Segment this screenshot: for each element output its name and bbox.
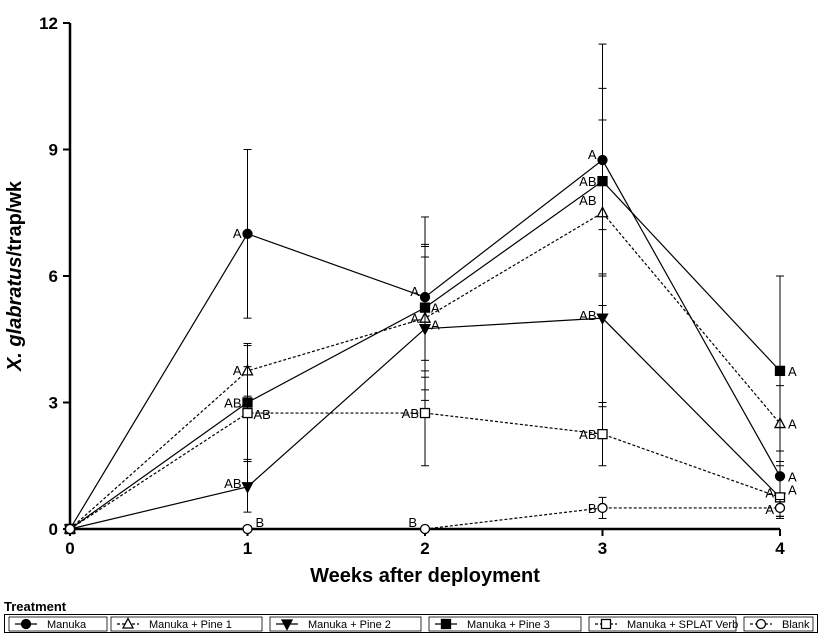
legend-swatch-marker xyxy=(20,618,32,630)
y-tick-label-3: 9 xyxy=(49,141,58,160)
data-point xyxy=(774,502,786,514)
data-point xyxy=(242,523,253,535)
data-point xyxy=(241,482,254,494)
significance-label: A xyxy=(410,311,419,326)
legend-item-box xyxy=(269,616,422,632)
significance-label: B xyxy=(408,515,417,530)
x-tick-label-3: 3 xyxy=(598,539,607,558)
significance-label: A xyxy=(588,147,597,162)
legend-label: Manuka + SPLAT Verb xyxy=(627,619,738,631)
legend-label: Manuka + Pine 2 xyxy=(308,619,391,631)
data-point xyxy=(597,175,608,187)
significance-label: AB xyxy=(224,476,241,491)
x-tick-label-2: 2 xyxy=(420,539,429,558)
series-line-4 xyxy=(69,412,781,530)
significance-label: A xyxy=(788,469,797,484)
data-point xyxy=(419,302,431,313)
legend-item-box xyxy=(428,616,582,632)
legend-swatch-marker xyxy=(600,618,612,630)
legend: Manuka Manuka + Pine 1 Manuka + Pine 2 Manu… xyxy=(4,614,818,633)
x-tick-label-1: 1 xyxy=(243,539,252,558)
legend-item-box xyxy=(743,616,814,632)
significance-label: A xyxy=(765,502,774,517)
y-tick-label-1: 3 xyxy=(49,394,58,413)
legend-item-box xyxy=(8,616,108,632)
data-point xyxy=(597,502,608,514)
legend-item-0: Manuka xyxy=(8,616,108,632)
significance-label: AB xyxy=(579,308,596,323)
series-5: B BB A xyxy=(64,496,786,535)
significance-label: B xyxy=(256,515,265,530)
x-tick-label-0: 0 xyxy=(65,539,74,558)
legend-label: Manuka xyxy=(47,619,87,631)
y-axis-title-unit: /trap/wk xyxy=(4,180,26,256)
legend-items: Manuka Manuka + Pine 1 Manuka + Pine 2 Manu… xyxy=(8,616,814,632)
significance-label: A xyxy=(788,417,797,432)
x-axis-title: Weeks after deployment xyxy=(310,565,540,587)
legend-swatch-marker xyxy=(280,619,294,631)
legend-item-1: Manuka + Pine 1 xyxy=(110,616,263,632)
legend-label: Manuka + Pine 3 xyxy=(467,619,550,631)
y-tick-label-4: 12 xyxy=(39,14,58,33)
significance-label: AB xyxy=(254,407,271,422)
data-point xyxy=(596,313,609,326)
data-point xyxy=(419,407,431,419)
legend-label: Manuka + Pine 1 xyxy=(149,619,232,631)
significance-label: AB xyxy=(579,193,596,208)
legend-title: Treatment xyxy=(4,599,67,614)
legend-item-box xyxy=(588,616,737,632)
significance-label: A xyxy=(765,485,774,500)
significance-label: AB xyxy=(402,406,419,421)
legend-swatch-marker xyxy=(755,618,767,630)
data-point xyxy=(774,365,786,377)
legend-item-box xyxy=(110,616,263,632)
legend-label: Blank xyxy=(782,619,810,631)
significance-label: A xyxy=(788,364,797,379)
data-point xyxy=(597,428,608,440)
legend-swatch-marker xyxy=(440,618,452,630)
legend-item-5: Blank xyxy=(743,616,814,632)
y-axis-title-species: X. glabratus xyxy=(4,257,26,372)
y-axis-title: X. glabratus/trap/wk xyxy=(4,180,26,372)
y-tick-label-2: 6 xyxy=(49,267,58,286)
significance-label: A xyxy=(233,363,242,378)
legend-item-4: Manuka + SPLAT Verb xyxy=(588,616,738,632)
legend-item-2: Manuka + Pine 2 xyxy=(269,616,422,632)
x-tick-label-4: 4 xyxy=(775,539,785,558)
significance-label: A xyxy=(233,226,242,241)
significance-label: A xyxy=(788,482,797,497)
significance-label: A xyxy=(431,318,440,333)
data-point xyxy=(64,523,76,535)
significance-label: AB xyxy=(579,427,596,442)
significance-label: AB xyxy=(579,174,596,189)
significance-label: A xyxy=(410,284,419,299)
significance-label: B xyxy=(588,501,597,516)
legend-swatch-marker xyxy=(121,617,135,629)
data-point xyxy=(242,228,253,239)
significance-label: AB xyxy=(224,396,241,411)
legend-item-3: Manuka + Pine 3 xyxy=(428,616,582,632)
data-point xyxy=(419,523,431,535)
y-tick-label-0: 0 xyxy=(49,520,58,539)
significance-label: A xyxy=(431,301,440,316)
data-point xyxy=(242,407,253,419)
